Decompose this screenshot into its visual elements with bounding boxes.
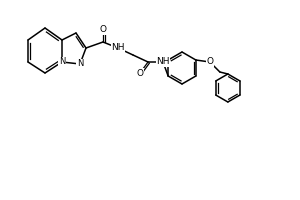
Text: O: O xyxy=(206,58,213,66)
Text: NH: NH xyxy=(111,44,125,52)
Text: O: O xyxy=(100,25,106,34)
Text: NH: NH xyxy=(156,58,170,66)
Text: O: O xyxy=(136,68,143,77)
Text: N: N xyxy=(77,60,83,68)
Text: N: N xyxy=(59,58,65,66)
